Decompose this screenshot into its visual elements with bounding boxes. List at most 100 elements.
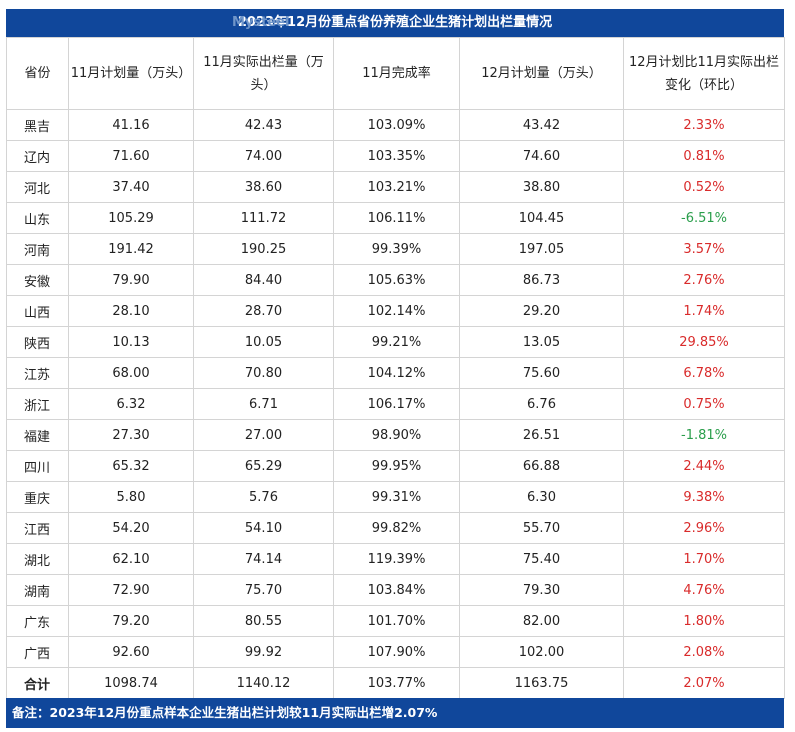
data-table: 省份 11月计划量（万头） 11月实际出栏量（万头） 11月完成率 12月计划量（万头）… [6,37,785,699]
value-cell: 197.05 [459,233,624,265]
value-cell: 103.35% [333,140,460,172]
value-cell: 79.90 [68,264,194,296]
value-cell: 70.80 [193,357,334,389]
column-header: 11月完成率 [333,37,460,110]
value-cell: 42.43 [193,109,334,141]
value-cell: 86.73 [459,264,624,296]
value-cell: 43.42 [459,109,624,141]
value-cell: 102.00 [459,636,624,668]
value-cell: 5.76 [193,481,334,513]
province-cell: 山东 [6,202,69,234]
value-cell: 79.20 [68,605,194,637]
value-cell: 104.12% [333,357,460,389]
value-cell: 82.00 [459,605,624,637]
column-header: 11月计划量（万头） [68,37,194,110]
province-cell: 浙江 [6,388,69,420]
value-cell: 6.78% [623,357,785,389]
value-cell: 84.40 [193,264,334,296]
table-row: 安徽 79.90 84.40 105.63% 86.73 2.76% [6,264,785,296]
value-cell: 0.75% [623,388,785,420]
value-cell: 190.25 [193,233,334,265]
value-cell: 10.05 [193,326,334,358]
table-row: 河南 191.42 190.25 99.39% 197.05 3.57% [6,233,785,265]
value-cell: -6.51% [623,202,785,234]
value-cell: 66.88 [459,450,624,482]
value-cell: 107.90% [333,636,460,668]
value-cell: 6.32 [68,388,194,420]
value-cell: 2.96% [623,512,785,544]
table-container: Mysteel 2023年12月份重点省份养殖企业生猪计划出栏量情况 省份 11月… [6,9,785,728]
value-cell: 65.29 [193,450,334,482]
value-cell: 2.08% [623,636,785,668]
province-cell: 河南 [6,233,69,265]
value-cell: 104.45 [459,202,624,234]
value-cell: 1.74% [623,295,785,327]
province-cell: 湖北 [6,543,69,575]
value-cell: 38.80 [459,171,624,203]
table-row: 浙江 6.32 6.71 106.17% 6.76 0.75% [6,388,785,420]
column-header: 12月计划量（万头） [459,37,624,110]
province-cell: 福建 [6,419,69,451]
value-cell: 65.32 [68,450,194,482]
value-cell: 80.55 [193,605,334,637]
value-cell: 28.70 [193,295,334,327]
value-cell: 28.10 [68,295,194,327]
province-cell: 四川 [6,450,69,482]
value-cell: 6.30 [459,481,624,513]
value-cell: 5.80 [68,481,194,513]
province-cell: 辽内 [6,140,69,172]
column-header: 12月计划比11月实际出栏变化（环比） [623,37,785,110]
value-cell: 75.40 [459,543,624,575]
value-cell: 41.16 [68,109,194,141]
province-cell: 陕西 [6,326,69,358]
value-cell: 29.20 [459,295,624,327]
value-cell: 29.85% [623,326,785,358]
province-cell: 江苏 [6,357,69,389]
table-row: 四川 65.32 65.29 99.95% 66.88 2.44% [6,450,785,482]
value-cell: 102.14% [333,295,460,327]
value-cell: 26.51 [459,419,624,451]
table-row: 河北 37.40 38.60 103.21% 38.80 0.52% [6,171,785,203]
table-title: Mysteel 2023年12月份重点省份养殖企业生猪计划出栏量情况 [6,9,784,37]
value-cell: 103.84% [333,574,460,606]
value-cell: 6.71 [193,388,334,420]
value-cell: 105.29 [68,202,194,234]
value-cell: 54.10 [193,512,334,544]
value-cell: 1.70% [623,543,785,575]
value-cell: 1098.74 [68,667,194,699]
value-cell: 98.90% [333,419,460,451]
value-cell: 92.60 [68,636,194,668]
table-row: 江西 54.20 54.10 99.82% 55.70 2.96% [6,512,785,544]
province-cell: 重庆 [6,481,69,513]
footnote: 备注：2023年12月份重点样本企业生猪出栏计划较11月实际出栏增2.07% [6,698,784,728]
value-cell: 1140.12 [193,667,334,699]
table-row: 湖南 72.90 75.70 103.84% 79.30 4.76% [6,574,785,606]
value-cell: -1.81% [623,419,785,451]
value-cell: 72.90 [68,574,194,606]
province-cell: 广西 [6,636,69,668]
value-cell: 99.31% [333,481,460,513]
value-cell: 103.09% [333,109,460,141]
value-cell: 101.70% [333,605,460,637]
table-row: 陕西 10.13 10.05 99.21% 13.05 29.85% [6,326,785,358]
column-header: 11月实际出栏量（万头） [193,37,334,110]
value-cell: 27.30 [68,419,194,451]
total-row: 合计 1098.74 1140.12 103.77% 1163.75 2.07% [6,667,785,699]
value-cell: 2.33% [623,109,785,141]
province-cell: 山西 [6,295,69,327]
value-cell: 105.63% [333,264,460,296]
province-cell: 河北 [6,171,69,203]
value-cell: 71.60 [68,140,194,172]
table-row: 福建 27.30 27.00 98.90% 26.51 -1.81% [6,419,785,451]
table-row: 重庆 5.80 5.76 99.31% 6.30 9.38% [6,481,785,513]
value-cell: 119.39% [333,543,460,575]
value-cell: 111.72 [193,202,334,234]
table-row: 辽内 71.60 74.00 103.35% 74.60 0.81% [6,140,785,172]
value-cell: 1.80% [623,605,785,637]
value-cell: 74.60 [459,140,624,172]
value-cell: 38.60 [193,171,334,203]
value-cell: 74.14 [193,543,334,575]
value-cell: 13.05 [459,326,624,358]
value-cell: 6.76 [459,388,624,420]
province-cell: 合计 [6,667,69,699]
